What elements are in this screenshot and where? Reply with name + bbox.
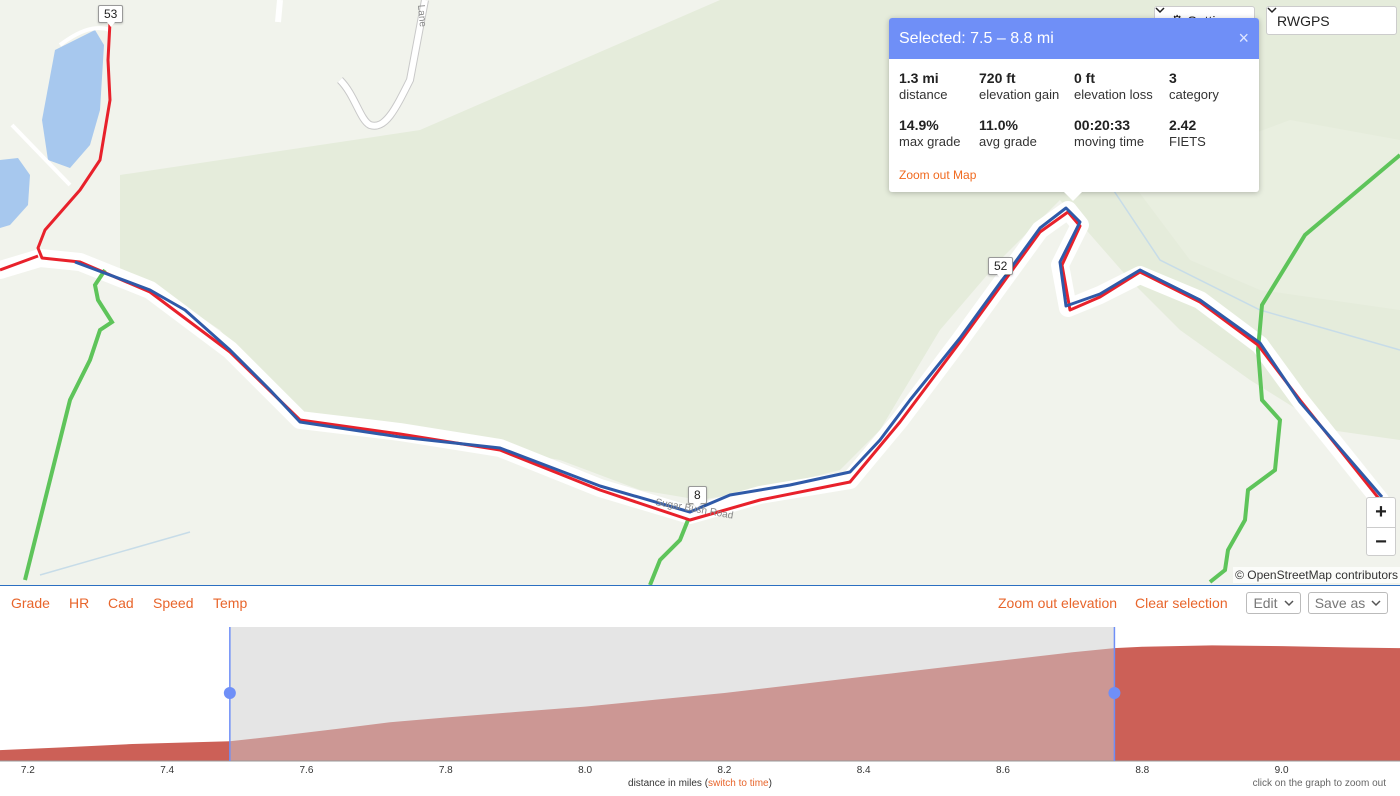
minor-road	[58, 26, 111, 47]
chevron-down-icon	[1267, 7, 1277, 14]
stat-label: avg grade	[979, 134, 1037, 149]
map-source-select[interactable]: RWGPS	[1266, 6, 1397, 35]
chevron-down-icon	[1155, 7, 1165, 14]
stat-distance: 1.3 mi distance	[899, 70, 999, 103]
chart-hint: click on the graph to zoom out	[1252, 778, 1386, 789]
x-tick-label: 8.2	[717, 765, 731, 775]
trail	[1208, 153, 1400, 584]
x-tick-label: 8.6	[996, 765, 1010, 775]
tab-cad[interactable]: Cad	[108, 595, 134, 611]
stat-avg-grade: 11.0% avg grade	[979, 117, 1079, 150]
stream	[39, 531, 191, 576]
x-tick-label: 7.6	[300, 765, 314, 775]
chevron-down-icon	[1371, 599, 1381, 606]
selection-handle[interactable]	[1108, 687, 1121, 699]
clear-selection-link[interactable]: Clear selection	[1135, 595, 1228, 611]
stat-label: moving time	[1074, 134, 1145, 149]
tab-grade[interactable]: Grade	[11, 595, 50, 611]
stat-value: 3	[1169, 70, 1177, 86]
stat-label: distance	[899, 87, 948, 102]
x-tick-label: 7.8	[439, 765, 453, 775]
stat-max-grade: 14.9% max grade	[899, 117, 999, 150]
stat-value: 11.0%	[979, 117, 1018, 133]
zoom-out-elevation-link[interactable]: Zoom out elevation	[998, 595, 1118, 611]
selection-popup: Selected: 7.5 – 8.8 mi × 1.3 mi distance…	[889, 18, 1259, 201]
edit-dropdown[interactable]: Edit	[1246, 592, 1301, 614]
lake	[0, 158, 30, 228]
recorded-track	[74, 206, 1384, 514]
stat-fiets: 2.42 FIETS	[1169, 117, 1269, 150]
edit-label: Edit	[1253, 595, 1278, 611]
zoom-in-button[interactable]: +	[1375, 501, 1387, 523]
stat-elevation-gain: 720 ft elevation gain	[979, 70, 1079, 103]
lake	[42, 30, 104, 168]
x-axis-label: distance in miles	[628, 778, 702, 789]
trail	[23, 268, 115, 581]
save-as-label: Save as	[1314, 595, 1366, 611]
stat-value: 00:20:33	[1074, 117, 1131, 133]
stat-label: category	[1169, 87, 1219, 102]
planned-route	[36, 21, 1382, 522]
stat-value: 720 ft	[979, 70, 1016, 86]
x-tick-label: 7.2	[21, 765, 35, 775]
x-tick-label: 8.4	[857, 765, 871, 775]
lane-label: Lane	[415, 4, 428, 28]
zoom-out-map-link[interactable]: Zoom out Map	[899, 168, 977, 182]
minor-road	[337, 0, 428, 129]
stat-elevation-loss: 0 ft elevation loss	[1074, 70, 1174, 103]
stat-label: elevation loss	[1074, 87, 1153, 102]
save-as-dropdown[interactable]: Save as	[1308, 592, 1388, 614]
stat-label: elevation gain	[979, 87, 1060, 102]
chevron-down-icon	[1284, 599, 1294, 606]
stat-value: 1.3 mi	[899, 70, 939, 86]
popup-title: Selected: 7.5 – 8.8 mi	[899, 29, 1054, 47]
elevation-area-selected	[229, 648, 1115, 761]
mile-marker-52[interactable]: 52	[988, 257, 1014, 279]
stat-value: 0 ft	[1074, 70, 1095, 86]
stat-category: 3 category	[1169, 70, 1269, 103]
x-axis-title: distance in miles (switch to time)	[628, 778, 772, 789]
stat-value: 14.9%	[899, 117, 939, 133]
elevation-area	[0, 741, 230, 761]
map-attribution: © OpenStreetMap contributors	[1233, 567, 1400, 583]
x-tick-label: 8.0	[578, 765, 592, 775]
minor-road	[10, 123, 72, 187]
elevation-toolbar: Grade HR Cad Speed Temp Zoom out elevati…	[0, 585, 1400, 625]
x-tick-label: 7.4	[160, 765, 174, 775]
selection-handle[interactable]	[223, 687, 236, 699]
mile-marker-8[interactable]: 8	[688, 486, 707, 508]
close-icon[interactable]: ×	[1238, 28, 1249, 48]
stat-value: 2.42	[1169, 117, 1197, 133]
switch-to-time-link[interactable]: switch to time	[708, 778, 769, 789]
tab-hr[interactable]: HR	[69, 595, 90, 611]
trail	[648, 519, 690, 585]
x-tick-label: 8.8	[1135, 765, 1149, 775]
tab-speed[interactable]: Speed	[153, 595, 194, 611]
elevation-chart[interactable]: 7.2 7.4 7.6 7.8 8.0 8.2 8.4 8.6 8.8 9.0	[0, 625, 1400, 775]
map-source-value: RWGPS	[1277, 12, 1330, 29]
stat-label: FIETS	[1169, 134, 1206, 149]
elevation-area	[1114, 645, 1400, 761]
stat-label: max grade	[899, 134, 961, 149]
popup-header: Selected: 7.5 – 8.8 mi ×	[889, 18, 1259, 59]
x-tick-label: 9.0	[1275, 765, 1289, 775]
stat-moving-time: 00:20:33 moving time	[1074, 117, 1174, 150]
tab-temp[interactable]: Temp	[213, 595, 248, 611]
mile-marker-53[interactable]: 53	[98, 5, 124, 27]
zoom-out-button[interactable]: −	[1367, 527, 1395, 557]
map[interactable]: Sugar Bush Road Lane 53 52 8 ⚙ Settings …	[0, 0, 1400, 585]
planned-route	[0, 254, 39, 272]
minor-road	[275, 0, 283, 23]
zoom-control: + −	[1366, 497, 1396, 556]
stream	[1099, 169, 1400, 351]
